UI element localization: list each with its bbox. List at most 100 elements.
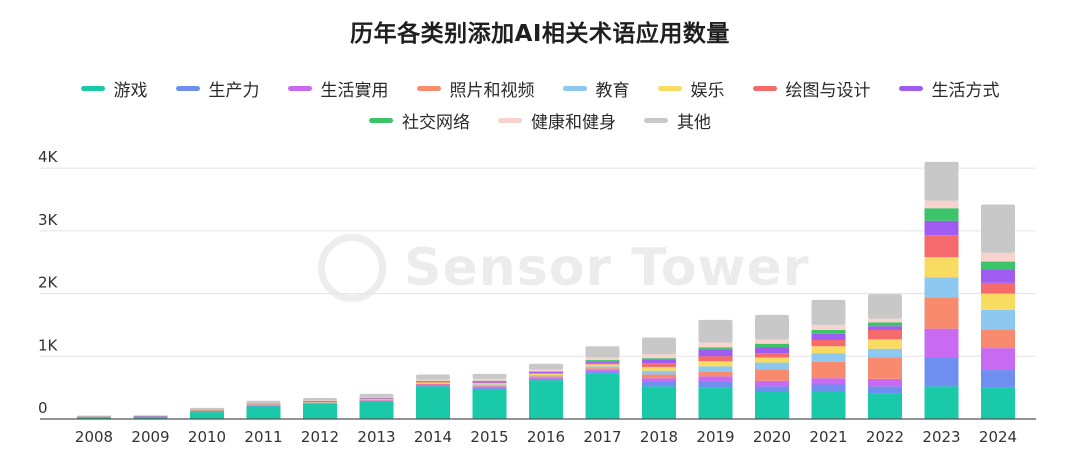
bar-segment[interactable] (77, 415, 111, 417)
bar-segment[interactable] (416, 385, 450, 387)
bar-segment[interactable] (416, 381, 450, 383)
bar-segment[interactable] (642, 386, 676, 419)
bar-segment[interactable] (359, 397, 394, 399)
bar-segment[interactable] (416, 382, 450, 384)
bar-segment[interactable] (246, 405, 281, 406)
bar-segment[interactable] (190, 409, 224, 410)
bar-segment[interactable] (246, 404, 281, 406)
bar-segment[interactable] (868, 357, 902, 379)
bar-segment[interactable] (303, 401, 337, 403)
legend-item[interactable]: 照片和视频 (416, 76, 535, 101)
bar-segment[interactable] (529, 363, 563, 370)
bar-segment[interactable] (811, 329, 846, 334)
bar-segment[interactable] (246, 400, 281, 404)
bar-segment[interactable] (416, 383, 450, 384)
bar-segment[interactable] (981, 282, 1015, 294)
bar-segment[interactable] (246, 405, 281, 407)
bar-segment[interactable] (924, 277, 959, 298)
bar-segment[interactable] (868, 318, 902, 323)
legend-item[interactable]: 游戏 (80, 76, 148, 101)
bar-segment[interactable] (981, 252, 1015, 262)
bar-segment[interactable] (472, 373, 507, 379)
bar-segment[interactable] (755, 369, 789, 381)
bar-segment[interactable] (981, 204, 1015, 253)
bar-segment[interactable] (133, 416, 168, 419)
bar-segment[interactable] (981, 269, 1015, 283)
bar-segment[interactable] (755, 386, 789, 393)
bar-segment[interactable] (811, 324, 846, 330)
bar-segment[interactable] (529, 377, 563, 379)
bar-segment[interactable] (529, 376, 563, 378)
bar-segment[interactable] (811, 378, 846, 385)
bar-segment[interactable] (303, 397, 337, 401)
bar-segment[interactable] (755, 343, 789, 348)
bar-segment[interactable] (868, 322, 902, 327)
bar-segment[interactable] (642, 358, 676, 360)
bar-segment[interactable] (755, 357, 789, 363)
bar-segment[interactable] (359, 400, 394, 401)
bar-segment[interactable] (868, 386, 902, 394)
bar-segment[interactable] (698, 381, 733, 388)
bar-segment[interactable] (585, 370, 620, 372)
bar-segment[interactable] (359, 398, 394, 400)
bar-segment[interactable] (133, 416, 168, 417)
bar-segment[interactable] (924, 328, 959, 358)
bar-segment[interactable] (585, 346, 620, 358)
legend-item[interactable]: 教育 (562, 76, 630, 101)
bar-segment[interactable] (642, 378, 676, 382)
bar-segment[interactable] (868, 339, 902, 349)
bar-segment[interactable] (190, 412, 224, 419)
bar-segment[interactable] (924, 161, 959, 201)
bar-segment[interactable] (585, 373, 620, 419)
bar-segment[interactable] (924, 297, 959, 329)
bar-segment[interactable] (585, 371, 620, 374)
bar-segment[interactable] (698, 356, 733, 362)
bar-segment[interactable] (868, 294, 902, 319)
bar-segment[interactable] (133, 415, 168, 416)
bar-segment[interactable] (529, 371, 563, 374)
bar-segment[interactable] (811, 339, 846, 347)
bar-segment[interactable] (642, 366, 676, 371)
bar-segment[interactable] (529, 371, 563, 372)
bar-segment[interactable] (359, 397, 394, 399)
bar-segment[interactable] (642, 363, 676, 367)
bar-segment[interactable] (811, 333, 846, 340)
bar-segment[interactable] (585, 366, 620, 369)
bar-segment[interactable] (359, 399, 394, 401)
bar-segment[interactable] (190, 410, 224, 411)
bar-segment[interactable] (811, 299, 846, 325)
bar-segment[interactable] (472, 385, 507, 387)
bar-segment[interactable] (755, 347, 789, 354)
bar-segment[interactable] (585, 361, 620, 364)
bar-segment[interactable] (246, 404, 281, 406)
bar-segment[interactable] (924, 386, 959, 419)
bar-segment[interactable] (585, 360, 620, 362)
bar-segment[interactable] (698, 376, 733, 382)
bar-segment[interactable] (698, 371, 733, 377)
bar-segment[interactable] (416, 381, 450, 382)
bar-segment[interactable] (472, 386, 507, 388)
bar-segment[interactable] (529, 373, 563, 376)
bar-segment[interactable] (416, 386, 450, 419)
bar-segment[interactable] (585, 363, 620, 365)
bar-segment[interactable] (77, 416, 111, 418)
bar-segment[interactable] (472, 381, 507, 383)
bar-segment[interactable] (755, 392, 789, 419)
bar-segment[interactable] (698, 366, 733, 372)
bar-segment[interactable] (190, 410, 224, 412)
bar-segment[interactable] (924, 220, 959, 236)
bar-segment[interactable] (698, 361, 733, 367)
bar-segment[interactable] (981, 329, 1015, 349)
bar-segment[interactable] (359, 401, 394, 419)
bar-segment[interactable] (359, 400, 394, 402)
bar-segment[interactable] (981, 309, 1015, 330)
bar-segment[interactable] (868, 326, 902, 330)
bar-segment[interactable] (981, 370, 1015, 388)
bar-segment[interactable] (472, 387, 507, 389)
bar-segment[interactable] (755, 362, 789, 370)
bar-segment[interactable] (416, 383, 450, 385)
bar-segment[interactable] (529, 373, 563, 374)
bar-segment[interactable] (77, 417, 111, 419)
bar-segment[interactable] (981, 387, 1015, 419)
bar-segment[interactable] (698, 347, 733, 350)
